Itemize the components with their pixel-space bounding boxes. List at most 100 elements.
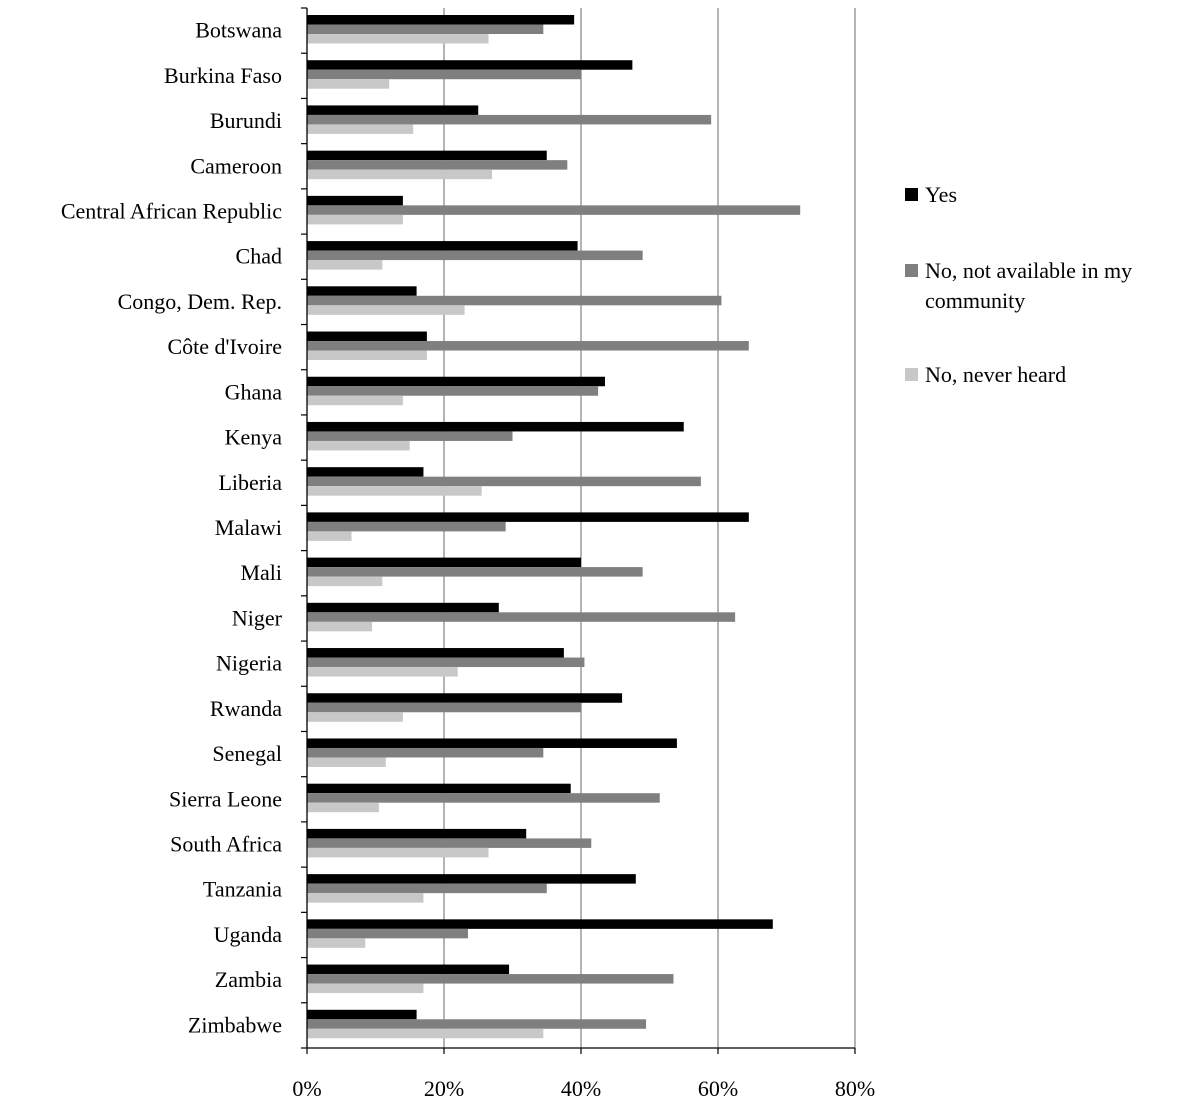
bar-tanzania-series-2 [307, 893, 424, 903]
bar-senegal-series-0 [307, 738, 677, 748]
category-label: Central African Republic [61, 198, 282, 223]
legend-item-not-available: No, not available in my community [905, 256, 1185, 316]
bar-zambia-series-0 [307, 964, 510, 975]
bar-liberia-series-0 [307, 467, 424, 477]
bar-c-te-d-ivoire-series-2 [307, 350, 427, 361]
category-label: Sierra Leone [169, 786, 282, 811]
category-label: Cameroon [190, 153, 282, 178]
bar-zimbabwe-series-0 [307, 1009, 417, 1020]
bar-zambia-series-1 [307, 974, 674, 984]
category-label: Uganda [214, 922, 283, 947]
bars [307, 15, 801, 1039]
bar-liberia-series-1 [307, 476, 701, 487]
bar-sierra-leone-series-0 [307, 783, 571, 794]
bar-congo-dem-rep--series-1 [307, 295, 722, 306]
legend: Yes No, not available in my community No… [905, 180, 1185, 436]
bar-central-african-republic-series-0 [307, 195, 403, 206]
bar-zimbabwe-series-1 [307, 1019, 647, 1029]
category-label: Nigeria [216, 651, 282, 676]
bar-zimbabwe-series-2 [307, 1028, 544, 1039]
bar-niger-series-0 [307, 602, 499, 613]
bar-south-africa-series-2 [307, 847, 489, 858]
category-label: Burkina Faso [164, 63, 282, 88]
bar-mali-series-1 [307, 567, 643, 577]
category-label: Malawi [215, 515, 282, 540]
category-label: Burundi [210, 108, 282, 133]
bar-c-te-d-ivoire-series-0 [307, 331, 427, 342]
bar-rwanda-series-2 [307, 712, 403, 722]
bar-sierra-leone-series-1 [307, 793, 660, 803]
bar-c-te-d-ivoire-series-1 [307, 341, 749, 351]
bar-kenya-series-0 [307, 421, 684, 432]
legend-swatch-not-available [905, 264, 918, 277]
legend-label-not-available: No, not available in my community [925, 258, 1133, 313]
bar-uganda-series-1 [307, 928, 468, 939]
bar-liberia-series-2 [307, 486, 482, 496]
bar-ghana-series-1 [307, 386, 599, 396]
bar-kenya-series-1 [307, 431, 513, 441]
category-label: Kenya [225, 425, 283, 450]
category-label: South Africa [170, 832, 282, 857]
category-label: Niger [232, 605, 283, 630]
bar-nigeria-series-2 [307, 667, 458, 677]
category-label: Zimbabwe [188, 1012, 282, 1037]
category-label: Tanzania [203, 877, 282, 902]
bar-botswana-series-1 [307, 24, 544, 34]
axes [301, 7, 856, 1054]
x-tick-labels: 0% 20% 40% 60% 80% [292, 1076, 875, 1101]
category-label: Rwanda [210, 696, 282, 721]
bar-cameroon-series-2 [307, 169, 492, 180]
bar-mali-series-2 [307, 576, 383, 587]
category-label: Côte d'Ivoire [167, 334, 282, 359]
bar-nigeria-series-1 [307, 657, 585, 668]
category-label: Congo, Dem. Rep. [118, 289, 282, 314]
bar-burundi-series-1 [307, 114, 712, 125]
bar-chad-series-0 [307, 241, 578, 251]
bar-burkina-faso-series-1 [307, 69, 581, 80]
x-tick-label: 40% [561, 1076, 601, 1101]
bar-senegal-series-2 [307, 757, 386, 767]
bar-central-african-republic-series-1 [307, 205, 801, 215]
category-label: Zambia [215, 967, 282, 992]
legend-swatch-never-heard [905, 368, 918, 381]
bar-malawi-series-0 [307, 512, 749, 522]
bar-niger-series-2 [307, 621, 373, 632]
bar-south-africa-series-0 [307, 828, 527, 839]
bar-ghana-series-2 [307, 395, 403, 406]
category-label: Ghana [225, 379, 283, 404]
bar-burkina-faso-series-0 [307, 60, 633, 70]
bar-botswana-series-0 [307, 15, 575, 25]
bar-senegal-series-1 [307, 747, 544, 758]
legend-swatch-yes [905, 188, 918, 201]
bar-rwanda-series-1 [307, 702, 581, 713]
legend-label-yes: Yes [925, 182, 958, 207]
bar-ghana-series-0 [307, 376, 605, 387]
bar-uganda-series-2 [307, 938, 366, 948]
category-label: Botswana [195, 18, 282, 43]
bar-sierra-leone-series-2 [307, 802, 379, 813]
bar-congo-dem-rep--series-2 [307, 305, 465, 315]
category-label: Liberia [218, 470, 282, 495]
bar-cameroon-series-0 [307, 150, 547, 161]
x-tick-label: 60% [698, 1076, 738, 1101]
legend-item-never-heard: No, never heard [905, 360, 1185, 390]
bar-malawi-series-2 [307, 531, 352, 541]
bar-chad-series-1 [307, 250, 643, 261]
bar-burundi-series-2 [307, 124, 414, 134]
x-tick-label: 0% [292, 1076, 321, 1101]
category-label: Mali [240, 560, 282, 585]
bar-botswana-series-2 [307, 34, 489, 44]
bar-burundi-series-0 [307, 105, 479, 115]
category-labels: Botswana Burkina Faso Burundi Cameroon Centr… [61, 18, 283, 1038]
legend-label-never-heard: No, never heard [925, 362, 1067, 387]
bar-zambia-series-2 [307, 983, 424, 994]
bar-burkina-faso-series-2 [307, 79, 390, 89]
bar-uganda-series-0 [307, 919, 773, 929]
bar-kenya-series-2 [307, 440, 410, 451]
category-label: Senegal [212, 741, 282, 766]
bar-tanzania-series-0 [307, 874, 636, 884]
bar-niger-series-1 [307, 612, 736, 622]
bar-rwanda-series-0 [307, 693, 623, 703]
category-label: Chad [236, 244, 282, 269]
